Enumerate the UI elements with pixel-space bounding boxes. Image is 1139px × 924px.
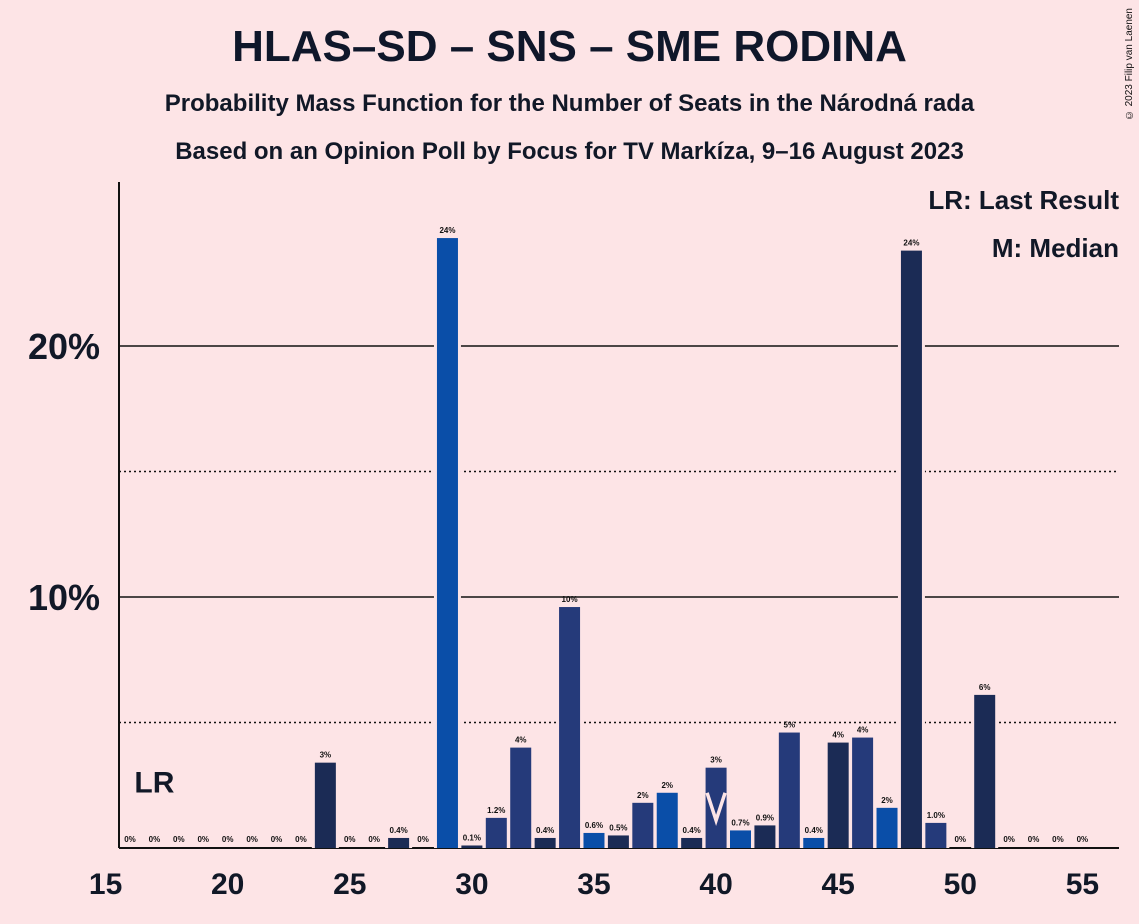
bar-seat-41 xyxy=(730,830,751,848)
bar-seat-51 xyxy=(974,694,996,848)
x-tick-label: 30 xyxy=(455,868,488,901)
bar-value-label: 0.4% xyxy=(536,826,554,835)
bar-value-label: 0% xyxy=(1028,835,1040,844)
bar-seat-42 xyxy=(754,825,776,848)
x-tick-label: 40 xyxy=(699,868,732,901)
bar-seat-36 xyxy=(607,835,629,848)
bar-seat-37 xyxy=(632,802,654,848)
bar-seat-39 xyxy=(681,837,703,848)
bar-value-label: 0.4% xyxy=(805,826,823,835)
bar-seat-30 xyxy=(461,845,483,848)
x-tick-label: 25 xyxy=(333,868,366,901)
bar-seat-45 xyxy=(827,742,849,848)
bar-seat-49 xyxy=(925,822,947,848)
bar-seat-32 xyxy=(510,747,532,848)
bar-seat-40 xyxy=(705,767,727,848)
bar-value-label: 2% xyxy=(661,781,673,790)
bar-value-label: 1.2% xyxy=(487,806,505,815)
bar-value-label: 10% xyxy=(562,595,578,604)
bar-value-label: 0% xyxy=(417,835,429,844)
bar-value-label: 0% xyxy=(368,835,380,844)
x-tick-label: 20 xyxy=(211,868,244,901)
bar-value-label: 0% xyxy=(344,835,356,844)
bar-value-label: 24% xyxy=(439,226,455,235)
bar-value-label: 0.4% xyxy=(390,826,408,835)
bar-seat-24 xyxy=(314,762,336,848)
bar-seat-35 xyxy=(583,832,605,848)
x-tick-label: 50 xyxy=(944,868,977,901)
median-marker xyxy=(705,792,727,827)
bar-value-label: 0% xyxy=(954,835,966,844)
bar-seat-46 xyxy=(852,737,874,848)
bar-value-label: 0% xyxy=(1052,835,1064,844)
bar-value-label: 0% xyxy=(295,835,307,844)
x-tick-label: 35 xyxy=(577,868,610,901)
bar-value-label: 0% xyxy=(222,835,234,844)
legend-last-result: LR: Last Result xyxy=(928,185,1119,215)
last-result-marker: LR xyxy=(134,767,174,800)
chart-subtitle-2: Based on an Opinion Poll by Focus for TV… xyxy=(175,138,964,165)
bar-seat-31 xyxy=(485,817,507,848)
bar-seat-33 xyxy=(534,837,556,848)
bar-value-label: 3% xyxy=(320,751,332,760)
bar-value-label: 0.4% xyxy=(683,826,701,835)
bar-halo xyxy=(458,842,486,848)
bar-value-label: 5% xyxy=(784,721,796,730)
bar-seat-47 xyxy=(876,807,898,848)
bar-seat-48 xyxy=(900,250,922,848)
bar-value-label: 0% xyxy=(197,835,209,844)
bar-value-label: 0% xyxy=(271,835,283,844)
y-tick-label: 10% xyxy=(28,577,100,618)
bar-value-label: 0% xyxy=(1003,835,1015,844)
bar-value-label: 0% xyxy=(173,835,185,844)
bar-value-label: 0.1% xyxy=(463,833,481,842)
x-tick-label: 45 xyxy=(821,868,854,901)
bar-value-label: 24% xyxy=(903,239,919,248)
y-tick-label: 20% xyxy=(28,326,100,367)
bar-value-label: 6% xyxy=(979,683,991,692)
bar-value-label: 4% xyxy=(857,726,869,735)
legend-median: M: Median xyxy=(991,233,1119,263)
bar-value-label: 0% xyxy=(246,835,258,844)
bar-value-label: 0.6% xyxy=(585,821,603,830)
bar-value-label: 0.7% xyxy=(731,818,749,827)
bar-value-label: 0% xyxy=(124,835,136,844)
bar-value-label: 2% xyxy=(637,791,649,800)
bar-value-label: 4% xyxy=(515,736,527,745)
bar-seat-27 xyxy=(388,837,410,848)
bar-seat-44 xyxy=(803,837,825,848)
bar-seat-29 xyxy=(436,238,458,848)
chart-subtitle-1: Probability Mass Function for the Number… xyxy=(164,90,975,117)
bar-value-label: 4% xyxy=(832,731,844,740)
bar-value-label: 0% xyxy=(149,835,161,844)
bar-seat-43 xyxy=(778,732,800,848)
chart-title: HLAS–SD – SNS – SME RODINA xyxy=(232,22,907,71)
bar-value-label: 2% xyxy=(881,796,893,805)
x-tick-label: 15 xyxy=(89,868,122,901)
bar-value-label: 0.5% xyxy=(609,823,627,832)
bar-seat-38 xyxy=(656,792,678,848)
bar-value-label: 0.9% xyxy=(756,813,774,822)
bar-value-label: 1.0% xyxy=(927,811,945,820)
x-tick-label: 55 xyxy=(1066,868,1099,901)
bar-value-label: 0% xyxy=(1077,835,1089,844)
bar-value-label: 3% xyxy=(710,756,722,765)
bar-seat-34 xyxy=(559,607,581,848)
